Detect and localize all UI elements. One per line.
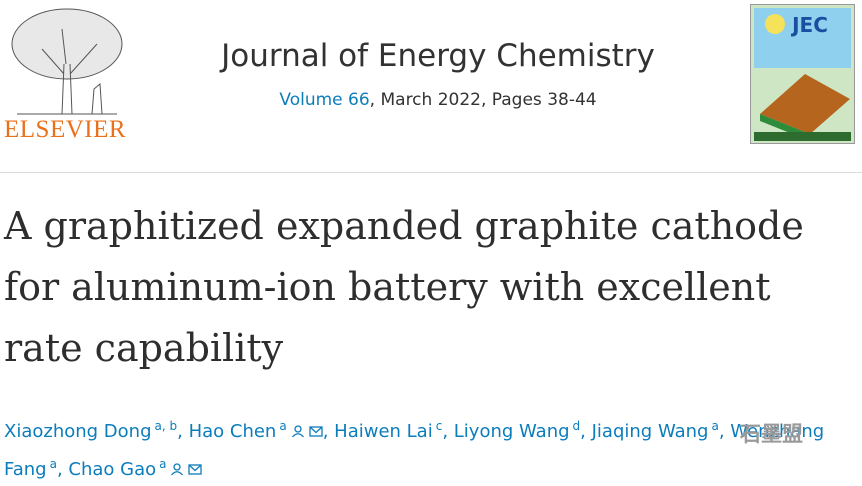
journal-issue: Volume 66, March 2022, Pages 38-44 [0,90,862,110]
affiliation[interactable]: a [279,419,287,433]
author: Xiaozhong Dong a, b [4,419,189,442]
author-name[interactable]: Xiaozhong Dong [4,421,152,442]
author: Chao Gao a [68,457,203,480]
affiliation[interactable]: a [49,457,57,471]
author-name[interactable]: Jiaqing Wang [591,421,709,442]
author: Haiwen Lai c [334,419,454,442]
author-name[interactable]: Hao Chen [188,421,277,442]
affiliation[interactable]: a [711,419,719,433]
elsevier-tree [11,8,123,115]
author-name[interactable]: Chao Gao [68,459,157,480]
journal-cover[interactable]: JEC [750,4,855,144]
person-icon[interactable] [291,424,305,438]
author-name[interactable]: Liyong Wang [453,421,570,442]
email-icon[interactable] [309,424,323,438]
article-title: A graphitized expanded graphite cathode … [4,204,804,370]
issue-details: , March 2022, Pages 38-44 [369,90,597,110]
author: Liyong Wang d [453,419,592,442]
watermark: 石墨盟 [740,422,803,446]
cover-label: JEC [790,13,828,37]
affiliation[interactable]: a, b [154,419,178,433]
affiliation[interactable]: d [572,419,581,433]
divider [0,172,862,173]
volume-link[interactable]: Volume 66 [279,90,370,110]
author: Hao Chen a [188,419,335,442]
affiliation[interactable]: c [435,419,443,433]
author-name[interactable]: Haiwen Lai [334,421,433,442]
publisher-name: ELSEVIER [4,116,127,143]
page: ELSEVIER Journal of Energy Chemistry Vol… [0,4,862,480]
person-icon[interactable] [170,462,184,476]
journal-title[interactable]: Journal of Energy Chemistry [221,38,655,74]
author: Jiaqing Wang a [591,419,731,442]
email-icon[interactable] [188,462,203,476]
affiliation[interactable]: a [159,457,167,471]
